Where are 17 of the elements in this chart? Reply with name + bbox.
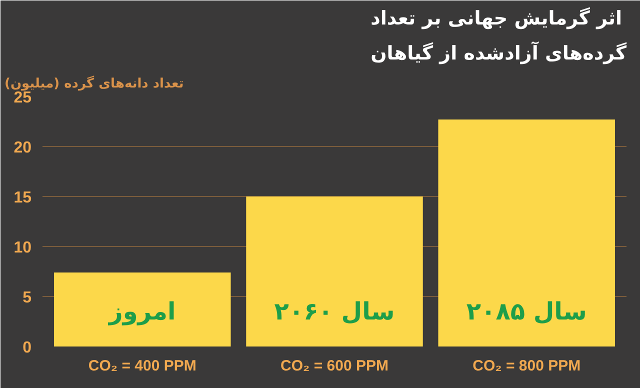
bar bbox=[246, 196, 423, 346]
bar bbox=[438, 120, 615, 346]
annotation: سال ۲۰۸۵ bbox=[466, 298, 587, 326]
bar bbox=[54, 272, 231, 346]
y-tick-label: 5 bbox=[22, 290, 32, 306]
chart-title: اثر گرمایش جهانی بر تعداد گرده‌های آزادشده از گیاهان bbox=[370, 6, 628, 64]
y-axis-title: تعداد دانه‌های گرده (میلیون) bbox=[4, 76, 184, 92]
x-tick-label: CO₂ = 400 PPM bbox=[88, 358, 196, 374]
y-tick-label: 0 bbox=[22, 340, 32, 356]
y-tick-label: 15 bbox=[14, 190, 32, 206]
annotation: سال ۲۰۶۰ bbox=[274, 298, 395, 326]
y-tick-label: 10 bbox=[14, 240, 32, 256]
x-tick-label: CO₂ = 800 PPM bbox=[472, 358, 581, 374]
y-tick-label: 25 bbox=[14, 90, 32, 106]
y-tick-label: 20 bbox=[14, 140, 32, 156]
annotation: امروز bbox=[108, 298, 176, 326]
x-tick-label: CO₂ = 600 PPM bbox=[280, 358, 388, 374]
